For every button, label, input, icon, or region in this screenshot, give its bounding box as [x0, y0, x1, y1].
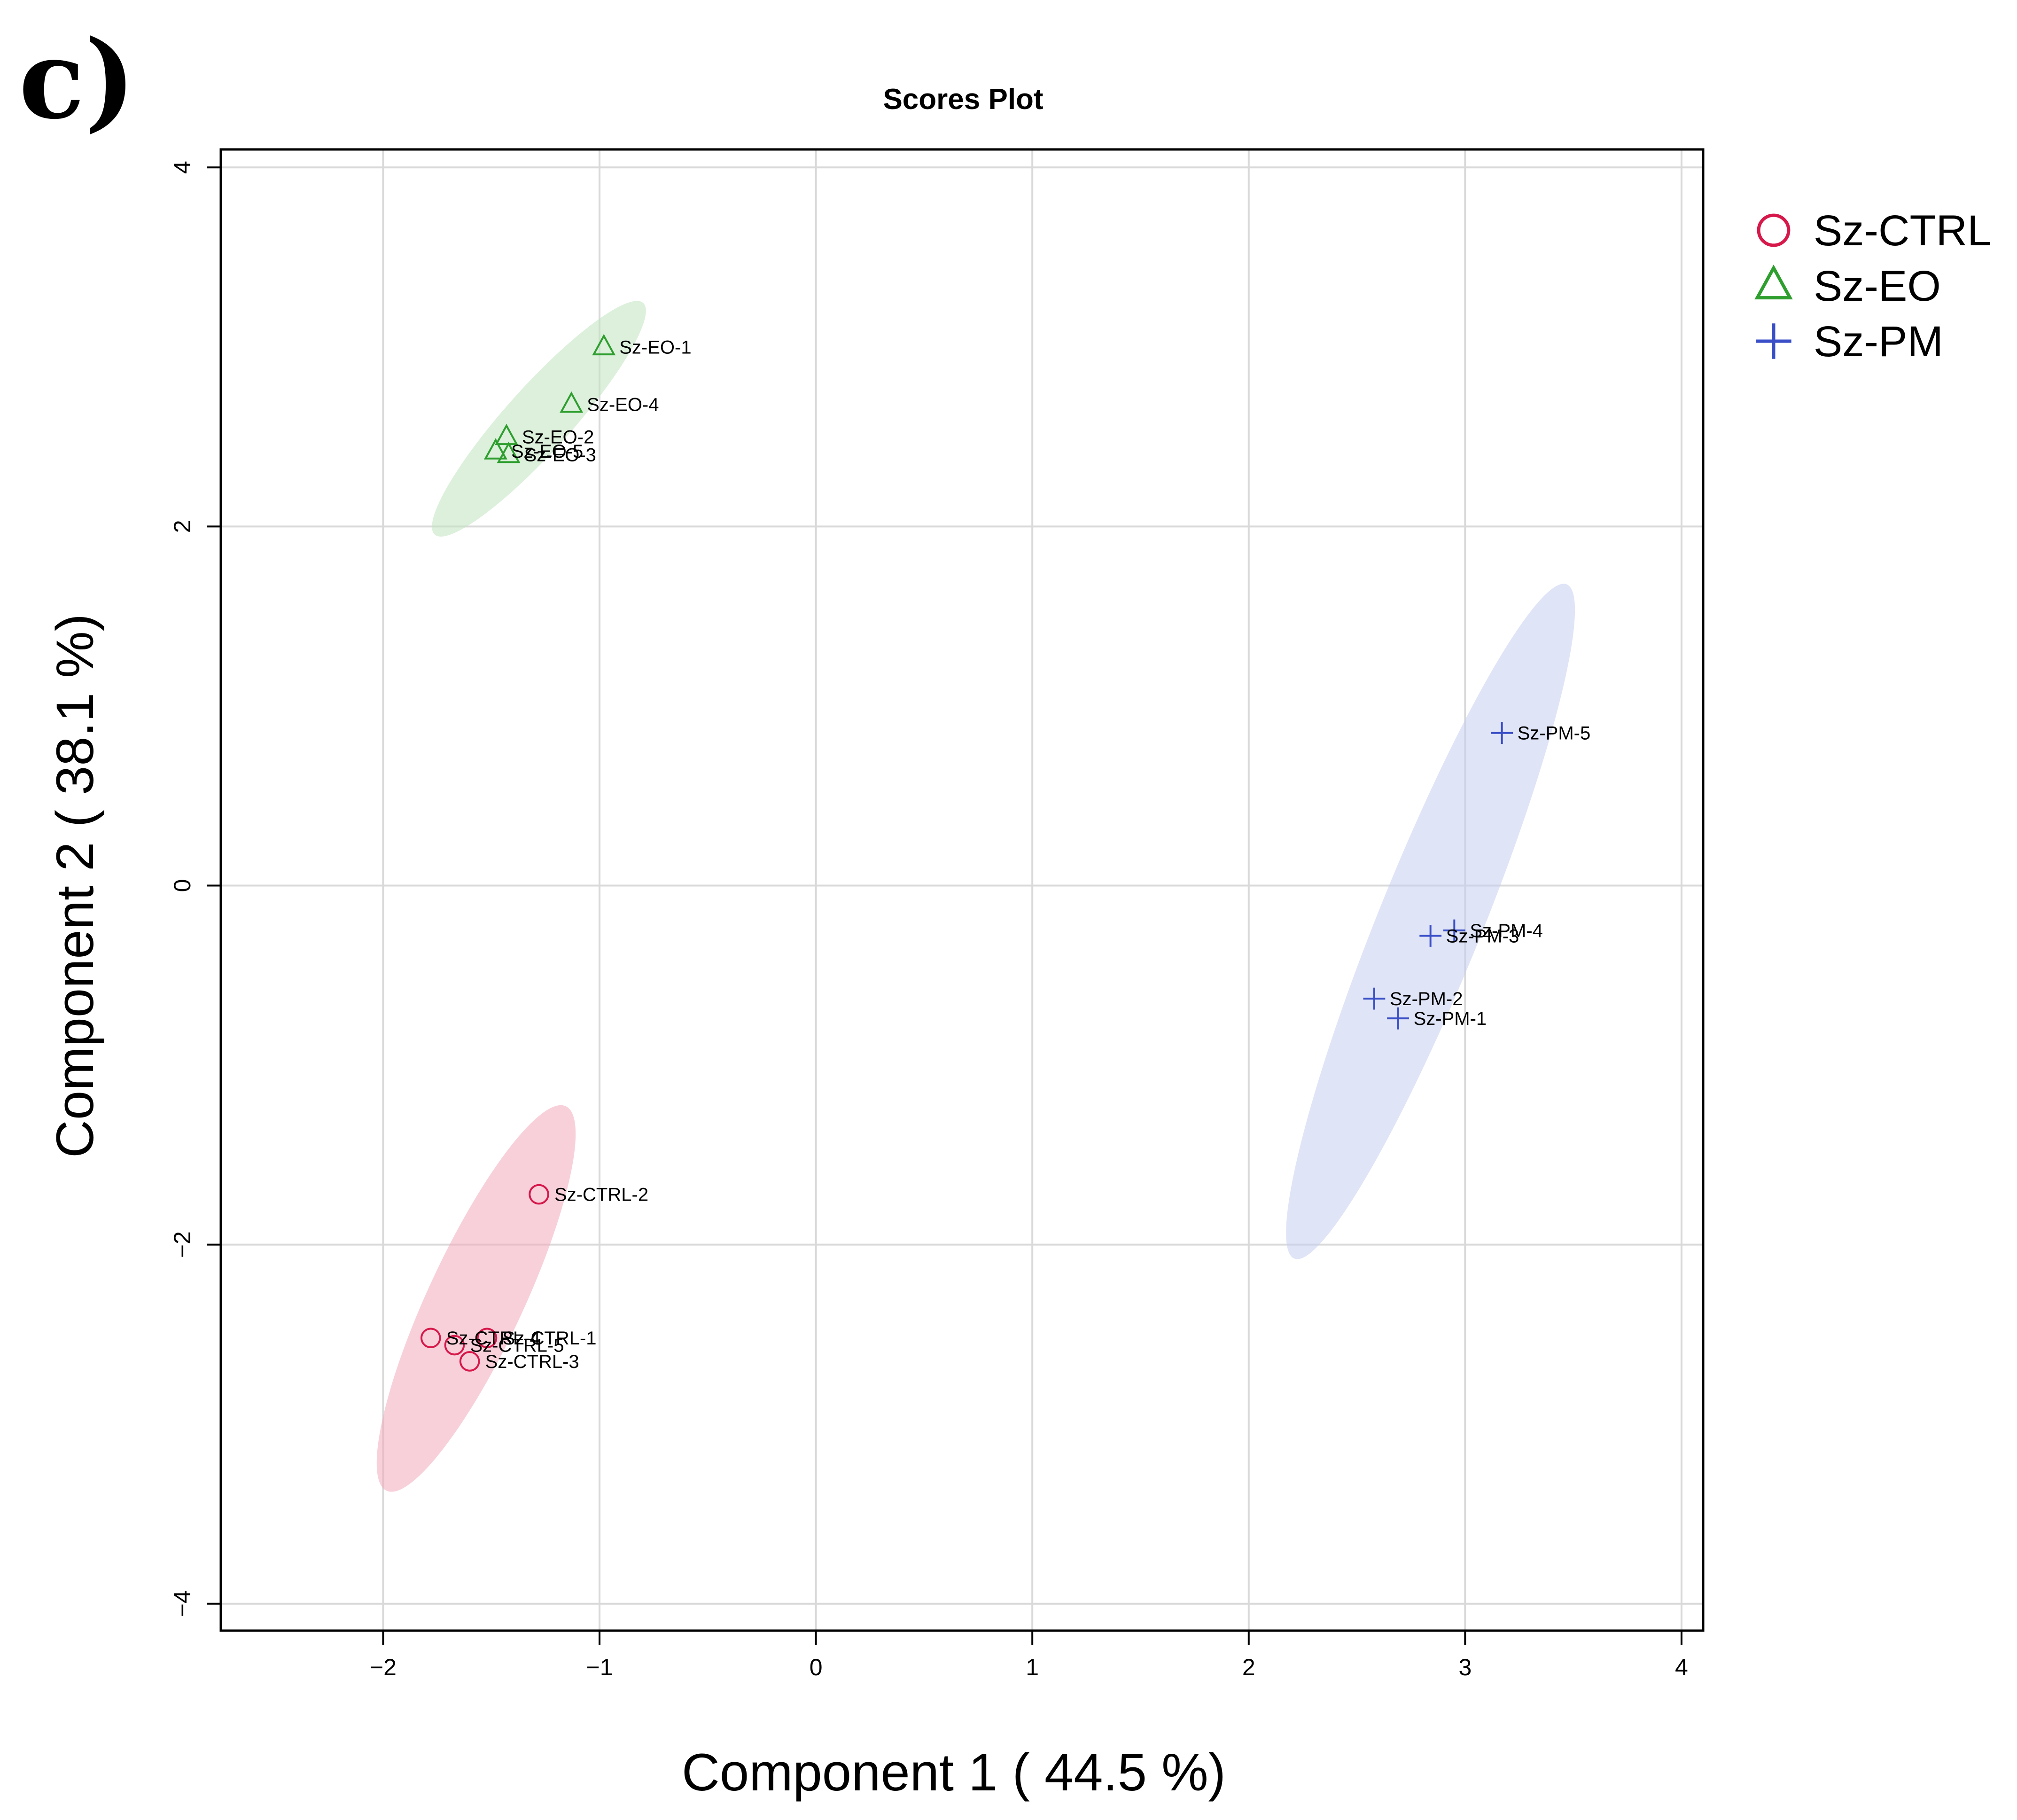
y-axis-ticks: −4 −2 0 2 4: [169, 161, 221, 1617]
point-label-sz-pm-5: Sz-PM-5: [1518, 723, 1591, 744]
legend-marker-sz-ctrl: [1757, 213, 1791, 247]
plot-frame: [219, 148, 1705, 1632]
x-axis-ticks: −2 −1 0 1 2 3 4: [370, 1631, 1688, 1680]
point-label-sz-ctrl-3: Sz-CTRL-3: [485, 1351, 579, 1372]
point-sz-eo-1: [592, 334, 616, 356]
point-sz-eo-4: [560, 391, 584, 413]
x-tick-label: −2: [370, 1654, 397, 1680]
point-label-sz-eo-3: Sz-EO-3: [524, 445, 596, 466]
ellipse-sz-pm: [1286, 584, 1575, 1259]
x-tick-label: 4: [1675, 1654, 1688, 1680]
point-sz-pm-3: [1419, 925, 1442, 947]
point-labels: Sz-CTRL-2 Sz-CTRL-1Sz-CTRL-4Sz-CTRL-5Sz-C…: [446, 337, 1590, 1372]
point-label-sz-eo-5: Sz-EO-5: [511, 441, 583, 462]
point-sz-ctrl-4: [420, 1328, 441, 1349]
score-points: [420, 334, 1513, 1372]
point-sz-ctrl-1: [476, 1328, 498, 1349]
legend-label-sz-ctrl: Sz-CTRL: [1814, 207, 1991, 255]
point-label-sz-eo-4: Sz-EO-4: [587, 395, 659, 415]
point-sz-eo-3: [497, 441, 521, 463]
ellipse-sz-ctrl: [376, 1105, 576, 1492]
confidence-ellipses: [376, 301, 1575, 1492]
x-tick-label: 2: [1242, 1654, 1255, 1680]
point-sz-pm-2: [1363, 987, 1386, 1010]
legend-label-sz-pm: Sz-PM: [1814, 318, 1943, 366]
y-tick-label: 2: [169, 520, 195, 533]
point-sz-ctrl-5: [444, 1335, 465, 1356]
legend-marker-sz-eo: [1754, 264, 1793, 300]
point-sz-pm-1: [1387, 1007, 1409, 1030]
legend-marker-sz-pm: [1756, 323, 1791, 359]
point-sz-pm-5: [1491, 722, 1513, 744]
y-axis-title: Component 2 ( 38.1 %): [46, 614, 104, 1158]
point-label-sz-ctrl-4: Sz-CTRL-4: [446, 1328, 540, 1349]
point-label-sz-pm-1: Sz-PM-1: [1414, 1008, 1487, 1029]
point-sz-pm-4: [1443, 919, 1465, 942]
legend: Sz-CTRL Sz-EO Sz-PM: [1754, 207, 1991, 366]
x-tick-label: −1: [586, 1654, 613, 1680]
y-tick-label: −4: [169, 1590, 195, 1617]
ellipse-sz-eo: [432, 301, 646, 537]
x-tick-label: 1: [1026, 1654, 1039, 1680]
point-sz-ctrl-2: [529, 1184, 549, 1205]
point-label-sz-pm-2: Sz-PM-2: [1390, 989, 1463, 1009]
x-tick-label: 0: [810, 1654, 823, 1680]
point-sz-ctrl-3: [459, 1351, 480, 1372]
x-axis-title: Component 1 ( 44.5 %): [682, 1743, 1226, 1802]
point-label-sz-ctrl-5: Sz-CTRL-5: [470, 1336, 564, 1356]
point-sz-eo-5: [483, 438, 507, 460]
point-label-sz-pm-4: Sz-PM-4: [1470, 921, 1543, 941]
y-tick-label: 0: [169, 879, 195, 892]
panel-label: c): [19, 16, 136, 143]
point-label-sz-eo-2: Sz-EO-2: [522, 427, 594, 447]
point-label-sz-ctrl-2: Sz-CTRL-2: [554, 1185, 648, 1205]
y-tick-label: −2: [169, 1231, 195, 1258]
point-label-sz-ctrl-1: Sz-CTRL-1: [503, 1328, 597, 1349]
point-sz-eo-2: [494, 423, 518, 445]
x-tick-label: 3: [1458, 1654, 1472, 1680]
point-label-sz-eo-1: Sz-EO-1: [619, 337, 691, 358]
chart-title: Scores Plot: [883, 83, 1043, 116]
legend-label-sz-eo: Sz-EO: [1814, 262, 1941, 310]
y-tick-label: 4: [169, 161, 195, 174]
point-label-sz-pm-3: Sz-PM-3: [1446, 926, 1519, 946]
